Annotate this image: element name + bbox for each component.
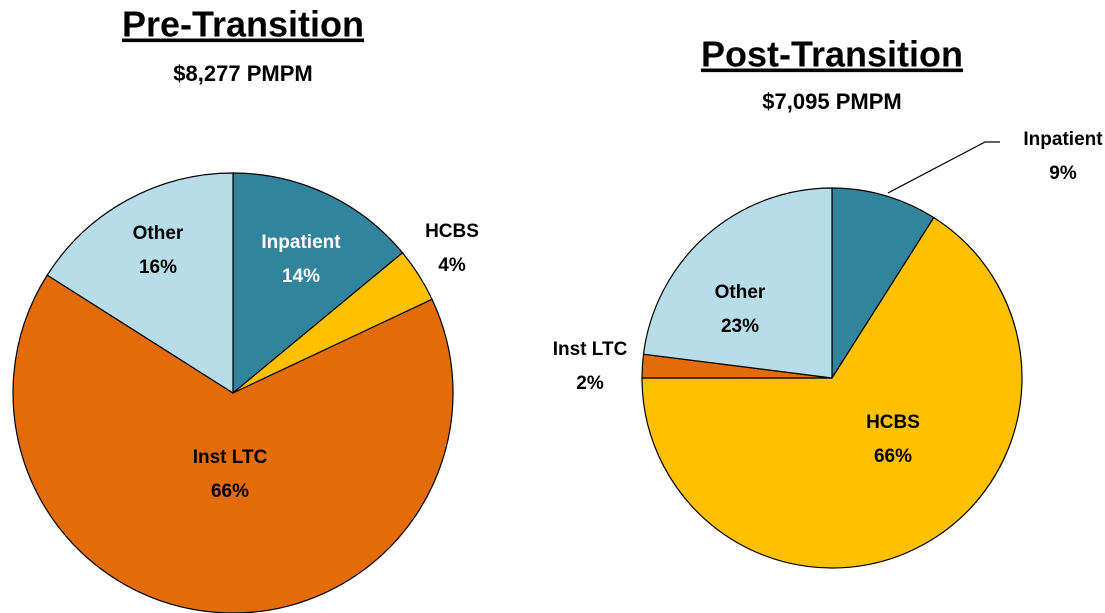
slice-label: HCBS (866, 412, 920, 433)
chart-title: Post-Transition (701, 34, 963, 75)
slice-label: Other (133, 223, 184, 244)
slice-value-label: 9% (1049, 163, 1077, 184)
chart-subtitle: $8,277 PMPM (173, 61, 312, 86)
pie-slice (831, 187, 935, 381)
pie-slice (232, 172, 404, 395)
slice-value-label: 4% (438, 255, 466, 276)
chart-subtitle: $7,095 PMPM (762, 89, 901, 114)
slice-label: Inpatient (261, 232, 341, 253)
chart-title: Pre-Transition (122, 4, 364, 45)
slice-value-label: 66% (874, 446, 912, 467)
slice-label: HCBS (425, 221, 479, 242)
slice-value-label: 14% (282, 266, 320, 287)
slice-value-label: 2% (576, 373, 604, 394)
pie-slice (46, 172, 234, 395)
slice-label: Other (715, 282, 766, 303)
slice-value-label: 16% (139, 257, 177, 278)
pie-slice (641, 216, 1023, 569)
slice-value-label: 23% (721, 316, 759, 337)
slice-value-label: 66% (211, 481, 249, 502)
slice-label: Inpatient (1023, 129, 1103, 150)
slice-label: Inst LTC (193, 447, 268, 468)
pie-slice (642, 187, 833, 379)
slice-label: Inst LTC (553, 339, 628, 360)
leader-line (887, 141, 1000, 194)
